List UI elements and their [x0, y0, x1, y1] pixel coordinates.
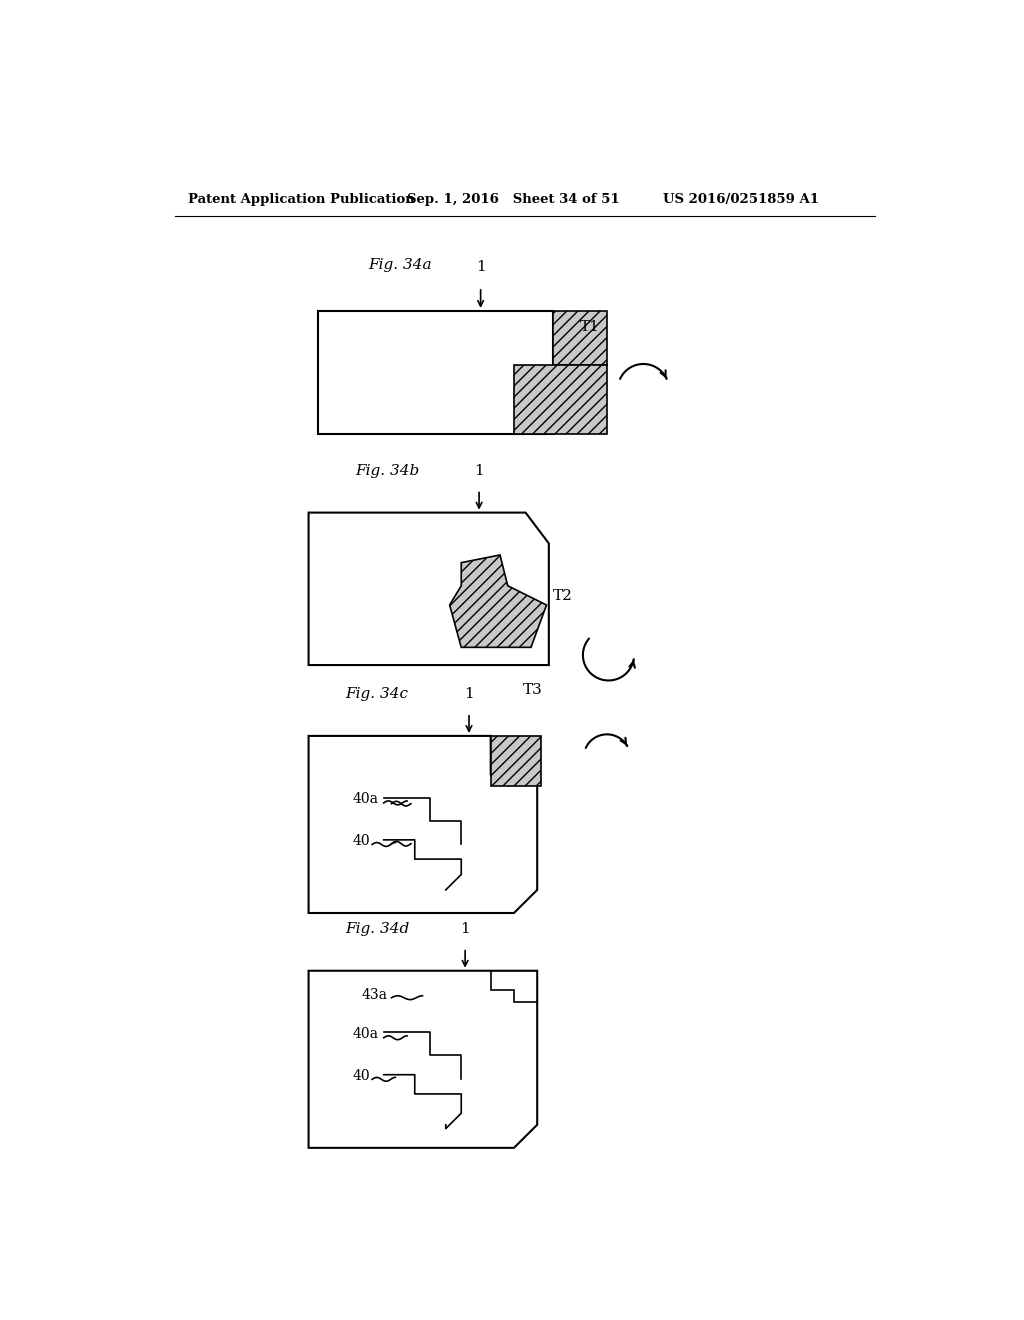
Polygon shape: [308, 512, 549, 665]
Bar: [553, 312, 607, 364]
Text: 40: 40: [352, 1069, 371, 1084]
Text: T3: T3: [523, 684, 543, 697]
Text: Fig. 34d: Fig. 34d: [345, 923, 410, 936]
Polygon shape: [308, 737, 538, 913]
Text: T2: T2: [553, 589, 572, 603]
Text: 40a: 40a: [352, 792, 379, 807]
Bar: [514, 364, 607, 434]
Text: 1: 1: [474, 463, 484, 478]
Polygon shape: [490, 970, 538, 1002]
Text: 1: 1: [460, 923, 470, 936]
Text: 40a: 40a: [352, 1027, 379, 1041]
Bar: [490, 737, 541, 785]
Text: 40: 40: [352, 834, 371, 849]
Text: T1: T1: [580, 321, 600, 334]
Text: Fig. 34b: Fig. 34b: [355, 463, 419, 478]
Text: Fig. 34a: Fig. 34a: [369, 259, 432, 272]
Text: 43a: 43a: [362, 989, 388, 1002]
Text: Sep. 1, 2016   Sheet 34 of 51: Sep. 1, 2016 Sheet 34 of 51: [407, 193, 620, 206]
Polygon shape: [450, 554, 547, 647]
Text: US 2016/0251859 A1: US 2016/0251859 A1: [663, 193, 819, 206]
Text: Patent Application Publication: Patent Application Publication: [188, 193, 415, 206]
Text: Fig. 34c: Fig. 34c: [345, 688, 408, 701]
Text: 1: 1: [476, 260, 485, 275]
Polygon shape: [308, 970, 538, 1148]
Text: 1: 1: [464, 688, 474, 701]
Bar: [317, 312, 553, 434]
